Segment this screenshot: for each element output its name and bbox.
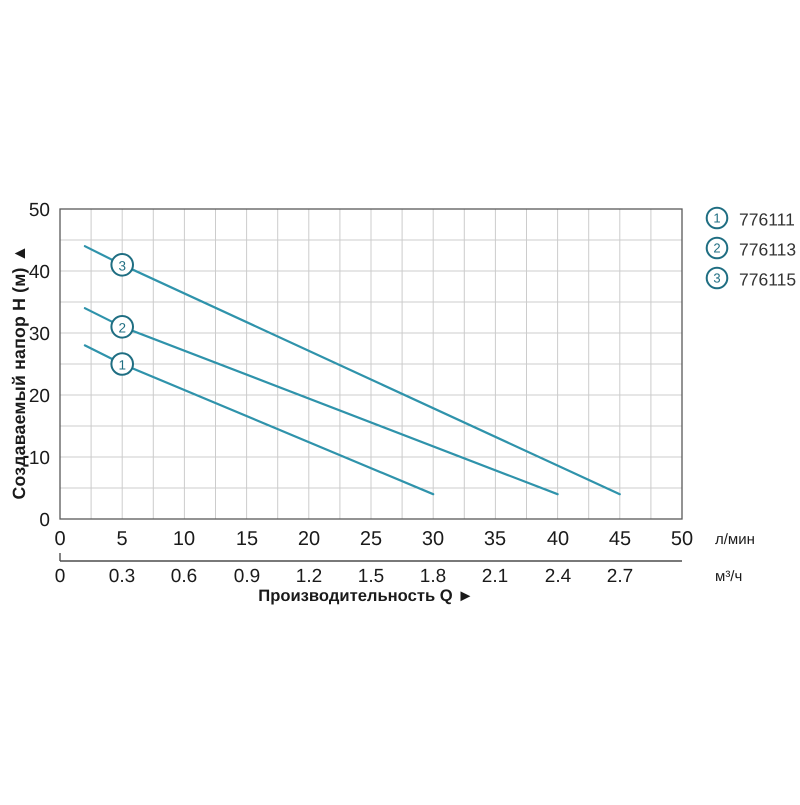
svg-text:0: 0: [55, 566, 66, 587]
svg-text:0.6: 0.6: [171, 566, 197, 587]
svg-text:10: 10: [29, 448, 50, 469]
svg-text:15: 15: [236, 528, 258, 550]
svg-text:776115: 776115: [739, 270, 796, 290]
svg-text:50: 50: [671, 528, 693, 550]
svg-text:1.8: 1.8: [420, 566, 446, 587]
svg-text:10: 10: [173, 528, 195, 550]
svg-text:776113: 776113: [739, 240, 796, 260]
svg-text:776111: 776111: [739, 210, 795, 230]
svg-text:Производительность Q ►: Производительность Q ►: [258, 586, 473, 605]
svg-text:25: 25: [360, 528, 382, 550]
svg-text:50: 50: [29, 200, 50, 221]
svg-text:1.2: 1.2: [296, 566, 322, 587]
svg-text:30: 30: [29, 324, 50, 345]
svg-text:20: 20: [29, 386, 50, 407]
svg-text:0.9: 0.9: [234, 566, 260, 587]
svg-text:3: 3: [118, 258, 126, 273]
svg-text:1: 1: [713, 211, 720, 226]
svg-text:2: 2: [118, 320, 126, 335]
svg-text:20: 20: [298, 528, 320, 550]
svg-text:1.5: 1.5: [358, 566, 384, 587]
svg-text:Создаваемый напор Н (м) ▲: Создаваемый напор Н (м) ▲: [9, 245, 29, 500]
svg-text:5: 5: [116, 528, 127, 550]
svg-text:0: 0: [54, 528, 65, 550]
svg-text:2.4: 2.4: [545, 566, 572, 587]
svg-text:м³/ч: м³/ч: [715, 568, 742, 585]
svg-text:2.7: 2.7: [607, 566, 633, 587]
svg-text:0: 0: [39, 510, 50, 531]
svg-text:40: 40: [29, 262, 50, 283]
svg-text:0.3: 0.3: [109, 566, 135, 587]
svg-text:1: 1: [118, 358, 126, 373]
svg-text:30: 30: [422, 528, 444, 550]
svg-text:2.1: 2.1: [482, 566, 508, 587]
svg-text:40: 40: [547, 528, 569, 550]
svg-text:45: 45: [609, 528, 631, 550]
svg-text:2: 2: [713, 241, 720, 256]
svg-text:3: 3: [713, 271, 720, 286]
svg-text:л/мин: л/мин: [715, 531, 755, 548]
svg-text:35: 35: [484, 528, 506, 550]
